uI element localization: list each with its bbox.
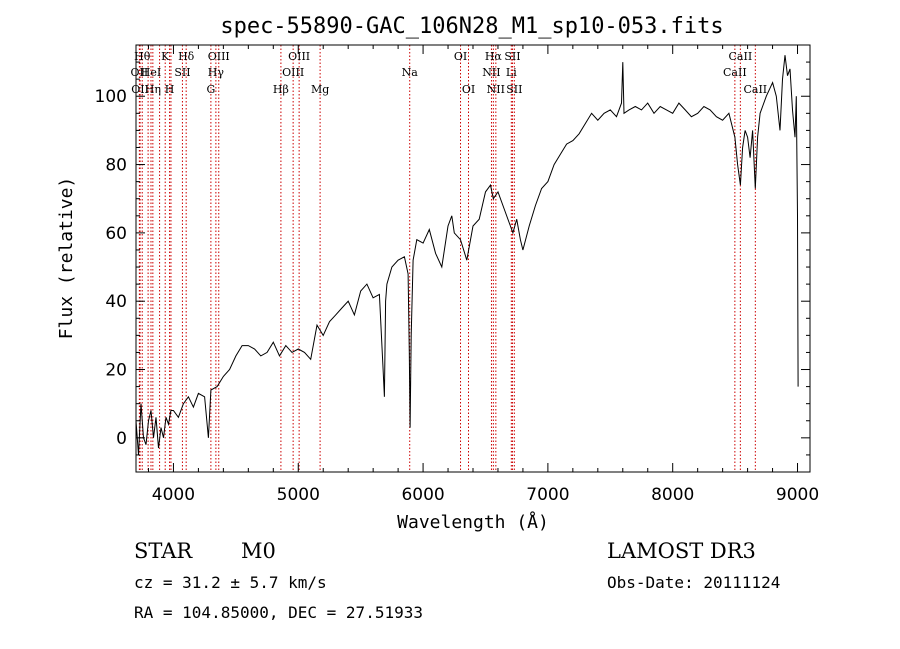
- line-label: NII: [482, 66, 500, 79]
- survey-name: LAMOST DR3: [607, 539, 756, 563]
- line-label: H: [165, 83, 175, 96]
- object-class: STAR: [134, 539, 193, 563]
- x-tick-label: 8000: [651, 485, 694, 505]
- line-label: Hγ: [208, 66, 225, 79]
- line-label: HeI: [141, 66, 161, 79]
- x-tick-label: 7000: [526, 485, 569, 505]
- y-tick-label: 80: [105, 156, 127, 176]
- x-axis: 4000 5000 6000 7000 8000 9000: [147, 45, 819, 505]
- y-tick-label: 60: [105, 224, 127, 244]
- spectrum-line: [135, 55, 799, 455]
- x-tick-label: 9000: [776, 485, 819, 505]
- line-label: Hθ: [134, 50, 151, 63]
- y-axis: 0 20 40 60 80 100: [95, 61, 810, 456]
- line-label: SII: [174, 66, 190, 79]
- object-subclass: M0: [241, 539, 276, 563]
- redshift-cz: cz = 31.2 ± 5.7 km/s: [134, 573, 327, 592]
- line-label: G: [206, 83, 215, 96]
- line-label: CaII: [723, 66, 747, 79]
- line-label: OIII: [282, 66, 304, 79]
- line-label: CaII: [743, 83, 767, 96]
- x-tick-label: 5000: [277, 485, 320, 505]
- line-label: Hβ: [273, 83, 289, 96]
- line-label: K: [161, 50, 170, 63]
- line-label: Hη: [145, 83, 161, 96]
- line-label: OIII: [208, 50, 230, 63]
- observation-date: Obs-Date: 20111124: [607, 573, 781, 592]
- line-label: Hα: [485, 50, 503, 63]
- chart-title: spec-55890-GAC_106N28_M1_sp10-053.fits: [220, 14, 723, 39]
- x-tick-label: 4000: [152, 485, 195, 505]
- coordinates: RA = 104.85000, DEC = 27.51933: [134, 603, 423, 622]
- line-label: OII: [131, 66, 149, 79]
- line-label: SII: [506, 83, 522, 96]
- y-axis-label: Flux (relative): [56, 177, 77, 340]
- line-label: OI: [462, 83, 475, 96]
- y-tick-label: 100: [95, 87, 127, 107]
- line-label: Na: [402, 66, 419, 79]
- x-tick-label: 6000: [401, 485, 444, 505]
- line-label: Hδ: [178, 50, 195, 63]
- line-label: NII: [487, 83, 505, 96]
- line-label: SII: [504, 50, 520, 63]
- line-label: Li: [506, 66, 517, 79]
- line-label: CaII: [729, 50, 753, 63]
- y-tick-label: 20: [105, 361, 127, 381]
- spectral-line-markers: [138, 45, 756, 472]
- y-tick-label: 40: [105, 292, 127, 312]
- x-axis-label: Wavelength (Å): [397, 511, 549, 533]
- y-tick-label: 0: [116, 429, 127, 449]
- line-label: OI: [454, 50, 467, 63]
- spectral-line-labels: HθOIIOIIHeIHηKHSIIHδGHγOIIIHβOIIIOIIIMgN…: [131, 50, 768, 96]
- line-label: Mg: [311, 83, 329, 96]
- line-label: OIII: [288, 50, 310, 63]
